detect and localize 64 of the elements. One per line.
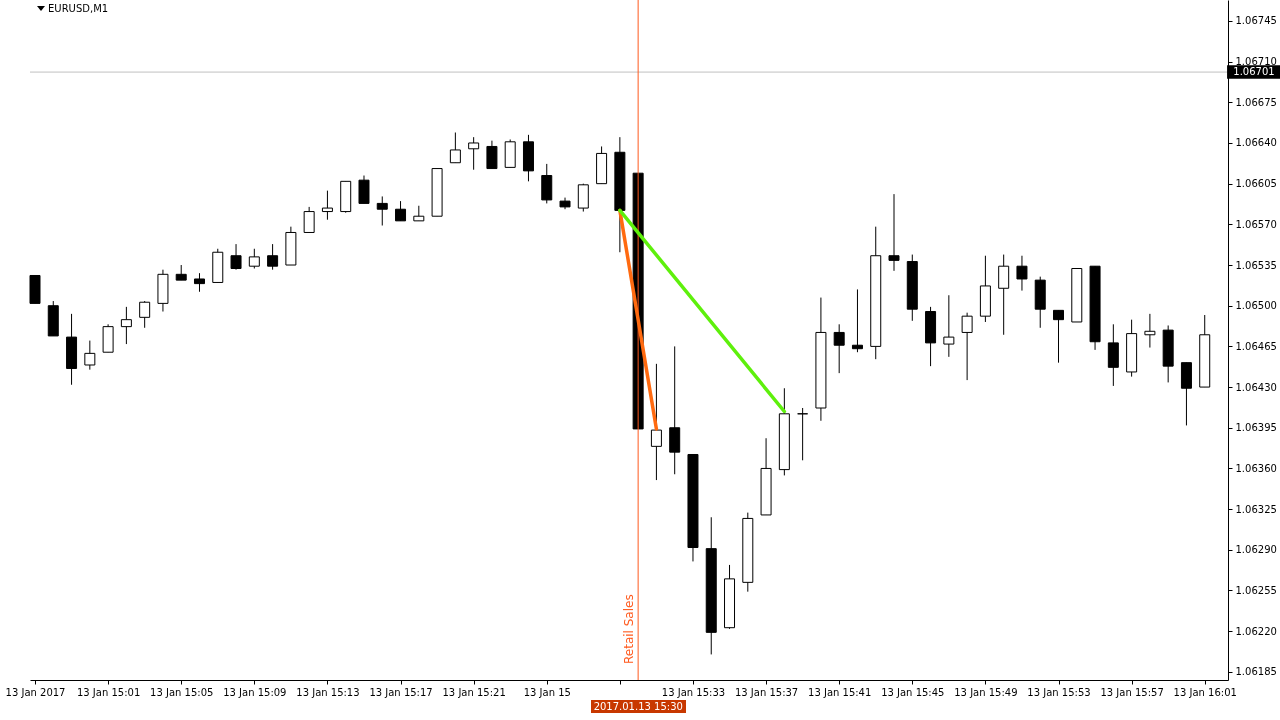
y-tick-label: 1.06675: [1235, 96, 1277, 108]
y-tick-label: 1.06500: [1235, 300, 1277, 312]
x-tick-label: 13 Jan 15:05: [150, 686, 214, 698]
x-tick-label: 13 Jan 15:33: [661, 686, 726, 698]
x-tick-label: 13 Jan 15:49: [954, 686, 1018, 698]
x-tick-label: 13 Jan 16:01: [1173, 686, 1237, 698]
candlestick: [486, 140, 498, 170]
y-tick-label: 1.06360: [1235, 462, 1277, 474]
candlestick: [650, 363, 662, 481]
candlestick: [449, 132, 461, 164]
candlestick: [303, 206, 315, 233]
y-tick-label: 1.06605: [1235, 178, 1277, 190]
y-tick-label: 1.06325: [1235, 503, 1277, 515]
candlestick: [468, 136, 480, 171]
candlestick: [267, 243, 279, 271]
y-tick-label: 1.06255: [1235, 585, 1277, 596]
x-tick-label: 13 Jan 15:37: [734, 686, 799, 698]
ref-line-label: Retail Sales: [622, 594, 637, 664]
y-tick-label: 1.06290: [1235, 544, 1277, 556]
x-tick-label: 13 Jan 15:21: [442, 686, 506, 698]
candlestick: [577, 183, 589, 213]
candlestick: [961, 312, 973, 381]
candlestick: [1016, 255, 1028, 292]
candlestick: [998, 254, 1010, 336]
candlestick: [248, 248, 260, 270]
x-tick-label: 13 Jan 15:45: [881, 686, 945, 698]
candlestick: [321, 190, 333, 221]
y-tick-label: 1.06220: [1235, 625, 1277, 637]
y-tick-label: 1.06535: [1235, 259, 1277, 271]
candlestick: [120, 306, 132, 345]
y-tick-label: 1.06745: [1235, 15, 1277, 27]
text: 2017.01.13 15:30: [590, 700, 686, 713]
x-tick-label: 13 Jan 15:13: [296, 686, 360, 698]
x-tick-label: 13 Jan 15:41: [808, 686, 872, 698]
candlestick: [888, 193, 900, 272]
chart-title: EURUSD,M1: [48, 3, 109, 14]
y-tick-label: 1.06185: [1235, 666, 1277, 678]
x-tick-label: 13 Jan 15:09: [223, 686, 287, 698]
candlestick: [358, 175, 370, 204]
candlestick: [84, 340, 96, 371]
candlestick: [833, 323, 845, 374]
y-tick-label: 1.06465: [1235, 340, 1277, 352]
candlestick: [851, 288, 863, 353]
candlestick: [1053, 309, 1065, 364]
x-tick-label: 13 Jan 15:17: [369, 686, 433, 698]
candlestick: [376, 195, 388, 226]
y-tick-label: 1.06710: [1235, 56, 1277, 68]
ref-line-label: 1.06701: [1233, 66, 1275, 78]
y-tick-label: 1.06640: [1235, 137, 1277, 149]
candlestick: [139, 300, 151, 329]
y-tick-label: 1.06430: [1235, 381, 1277, 393]
candlestick: [230, 243, 242, 271]
x-tick-label: 13 Jan 15:01: [76, 686, 141, 698]
candlestick: [943, 294, 955, 358]
x-tick-label: 13 Jan 15:53: [1027, 686, 1091, 698]
candlestick: [1144, 313, 1156, 349]
y-tick-label: 1.06395: [1235, 422, 1277, 434]
candlestick: [193, 272, 205, 293]
candlestick: [797, 407, 809, 461]
x-tick-label: 13 Jan 15:57: [1100, 686, 1164, 698]
candlestick: [395, 200, 407, 222]
y-tick-label: 1.06570: [1235, 218, 1277, 230]
x-tick-label: 13 Jan 2017: [5, 686, 66, 698]
x-tick-label: 13 Jan 15: [523, 686, 571, 698]
